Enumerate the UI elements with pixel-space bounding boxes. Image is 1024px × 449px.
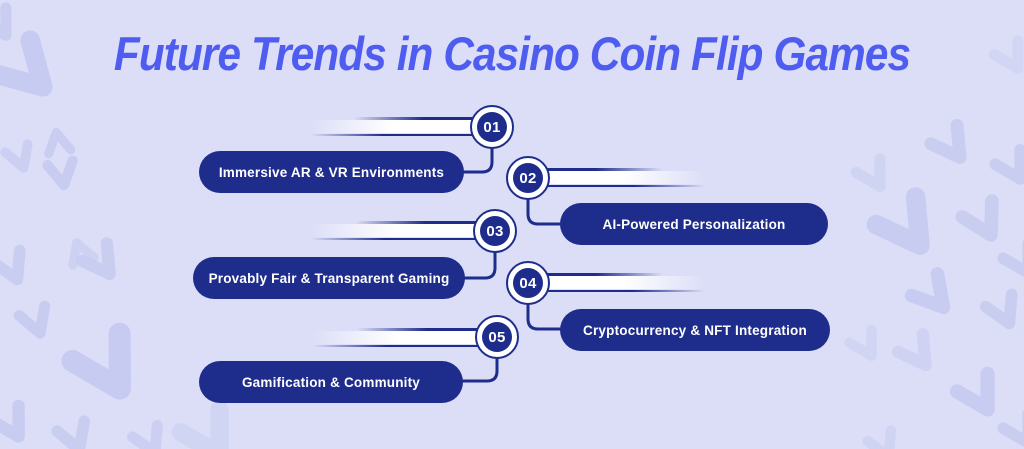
connector-5 [460, 356, 499, 383]
step-number-2: 02 [519, 169, 537, 187]
trend-pill-2: AI-Powered Personalization [560, 203, 828, 245]
trend-pill-3: Provably Fair & Transparent Gaming [193, 257, 465, 299]
trend-label-1: Immersive AR & VR Environments [218, 164, 445, 180]
speed-line-4 [528, 273, 720, 292]
connector-2 [526, 196, 564, 226]
step-badge-5: 05 [475, 315, 519, 359]
step-number-5: 05 [488, 328, 506, 346]
step-number-4: 04 [519, 274, 537, 292]
connector-1 [462, 146, 494, 174]
connector-3 [462, 250, 497, 280]
step-badge-3: 03 [473, 209, 517, 253]
step-badge-1: 01 [470, 105, 514, 149]
speed-line-5 [297, 328, 497, 347]
trend-pill-5: Gamification & Community [199, 361, 463, 403]
step-number-3: 03 [486, 222, 504, 240]
step-number-1: 01 [483, 118, 501, 136]
speed-line-1 [295, 117, 492, 136]
trend-pill-4: Cryptocurrency & NFT Integration [560, 309, 830, 351]
trend-pill-1: Immersive AR & VR Environments [199, 151, 464, 193]
trend-label-4: Cryptocurrency & NFT Integration [583, 322, 807, 338]
trend-label-3: Provably Fair & Transparent Gaming [208, 270, 450, 286]
speed-line-2 [528, 168, 720, 187]
trend-label-5: Gamification & Community [241, 374, 421, 390]
trend-label-2: AI-Powered Personalization [602, 216, 786, 232]
step-badge-2: 02 [506, 156, 550, 200]
step-badge-4: 04 [506, 261, 550, 305]
connector-4 [526, 301, 564, 331]
page-title: Future Trends in Casino Coin Flip Games [113, 27, 911, 80]
speed-line-3 [295, 221, 495, 240]
